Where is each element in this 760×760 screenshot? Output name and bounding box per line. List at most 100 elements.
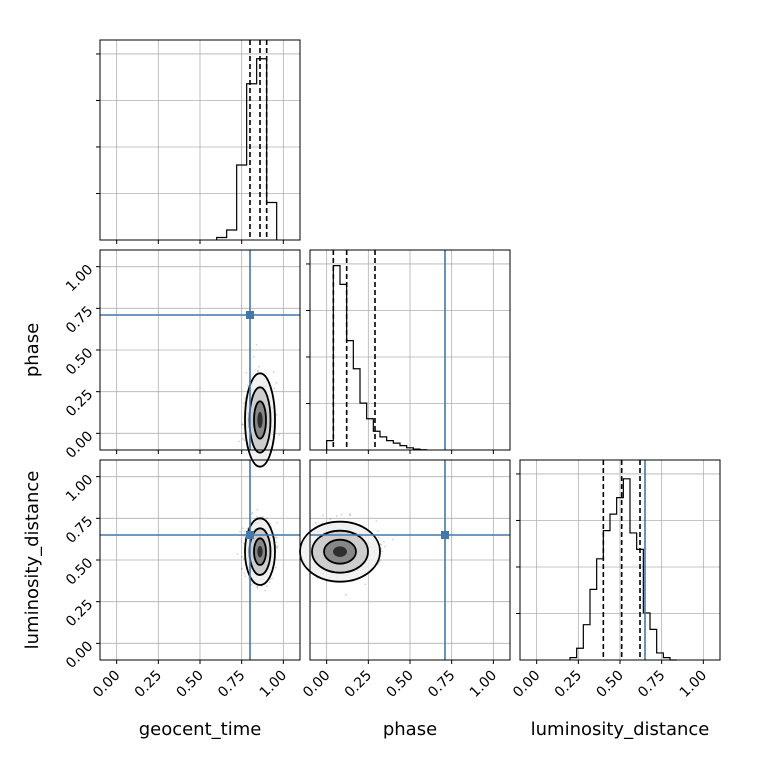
x-tick-label: 0.75 <box>635 668 668 701</box>
histogram-phase <box>326 265 428 451</box>
x-tick-label: 0.00 <box>300 668 333 701</box>
contour-line <box>323 538 357 565</box>
sample-point <box>241 423 244 426</box>
sample-point <box>247 576 250 579</box>
sample-point <box>275 541 278 543</box>
sample-point <box>392 538 394 541</box>
panel-luminosity_distance-luminosity_distance: 0.00 0.25 0.50 0.75 1.00 <box>510 459 721 701</box>
sample-point <box>275 537 278 539</box>
x-tick-label: 1.00 <box>677 668 710 701</box>
sample-point <box>246 527 249 530</box>
sample-point <box>377 530 380 533</box>
y-tick-label: 1.00 <box>63 262 96 295</box>
sample-point <box>379 559 381 562</box>
contour-line <box>299 520 381 583</box>
density-level <box>333 546 347 557</box>
sample-point <box>251 511 254 514</box>
sample-point <box>380 543 383 546</box>
sample-point <box>265 517 268 520</box>
truth-marker <box>246 311 254 319</box>
sample-point <box>382 540 385 543</box>
x-axis-label-luminosity_distance: luminosity_distance <box>531 719 710 740</box>
x-tick-label: 0.25 <box>342 668 375 701</box>
sample-point <box>256 585 259 588</box>
panel-geocent_time-geocent_time <box>96 39 301 244</box>
y-axis-label-luminosity_distance: luminosity_distance <box>22 471 43 650</box>
sample-point <box>242 438 244 440</box>
sample-point <box>378 561 381 563</box>
sample-point <box>252 355 255 358</box>
sample-point <box>256 586 259 589</box>
sample-point <box>236 552 239 555</box>
x-tick-label: 0.50 <box>383 668 416 701</box>
y-tick-label: 0.25 <box>63 387 96 420</box>
x-tick-label: 0.75 <box>425 668 458 701</box>
sample-point <box>241 423 244 426</box>
x-tick-label: 0.25 <box>132 668 165 701</box>
y-tick-label: 0.00 <box>63 638 96 671</box>
sample-point <box>242 527 244 530</box>
y-tick-label: 0.75 <box>63 513 96 546</box>
sample-point <box>276 547 278 549</box>
contour-line <box>253 537 267 566</box>
sample-point <box>348 513 351 516</box>
sample-point <box>275 413 278 416</box>
sample-point <box>241 556 243 558</box>
sample-point <box>274 536 277 539</box>
sample-point <box>322 514 324 517</box>
sample-point <box>257 370 259 372</box>
contour-line <box>244 517 276 586</box>
sample-point <box>268 581 271 584</box>
y-tick-label: 0.75 <box>63 303 96 336</box>
x-tick-label: 1.00 <box>467 668 500 701</box>
sample-point <box>250 513 253 515</box>
sample-point <box>252 582 254 585</box>
sample-point <box>269 522 271 524</box>
x-axis-label-geocent_time: geocent_time <box>139 719 262 740</box>
sample-point <box>247 384 250 387</box>
sample-point <box>364 583 367 586</box>
sample-point <box>262 515 264 518</box>
y-tick-label: 0.00 <box>63 428 96 461</box>
panel-geocent_time-phase: 0.00 0.25 0.50 0.75 1.00 <box>63 249 301 468</box>
x-tick-label: 0.25 <box>552 668 585 701</box>
sample-point <box>243 572 246 574</box>
y-tick-label: 0.50 <box>63 345 96 378</box>
y-tick-label: 1.00 <box>63 472 96 505</box>
sample-point <box>340 513 343 516</box>
sample-point <box>243 530 246 533</box>
contour-line <box>311 529 369 574</box>
sample-point <box>238 440 241 443</box>
x-tick-label: 1.00 <box>257 668 290 701</box>
sample-point <box>255 344 258 346</box>
x-axis-label-phase: phase <box>383 719 437 740</box>
contour-line <box>253 400 267 440</box>
sample-point <box>256 508 259 511</box>
y-tick-label: 0.50 <box>63 555 96 588</box>
truth-marker <box>441 531 449 539</box>
sample-point <box>243 439 246 442</box>
sample-point <box>244 397 247 399</box>
sample-point <box>256 370 259 372</box>
x-tick-label: 0.00 <box>90 668 123 701</box>
x-tick-label: 0.00 <box>510 668 543 701</box>
panel-geocent_time-luminosity_distance: 0.000.250.500.751.000.00 0.25 0.50 0.75 1.00 <box>63 459 301 701</box>
sample-point <box>381 550 383 553</box>
sample-point <box>244 575 247 577</box>
sample-point <box>375 520 378 522</box>
sample-point <box>314 522 317 524</box>
sample-point <box>275 381 278 384</box>
sample-point <box>266 585 268 588</box>
y-tick-label: 0.25 <box>63 597 96 630</box>
sample-point <box>276 545 279 548</box>
sample-point <box>239 530 242 533</box>
sample-point <box>273 387 276 390</box>
sample-point <box>272 371 275 374</box>
sample-point <box>384 545 386 548</box>
sample-point <box>274 566 277 569</box>
contour-line <box>244 372 276 468</box>
sample-point <box>276 521 278 524</box>
sample-point <box>344 593 347 596</box>
sample-point <box>378 536 380 539</box>
